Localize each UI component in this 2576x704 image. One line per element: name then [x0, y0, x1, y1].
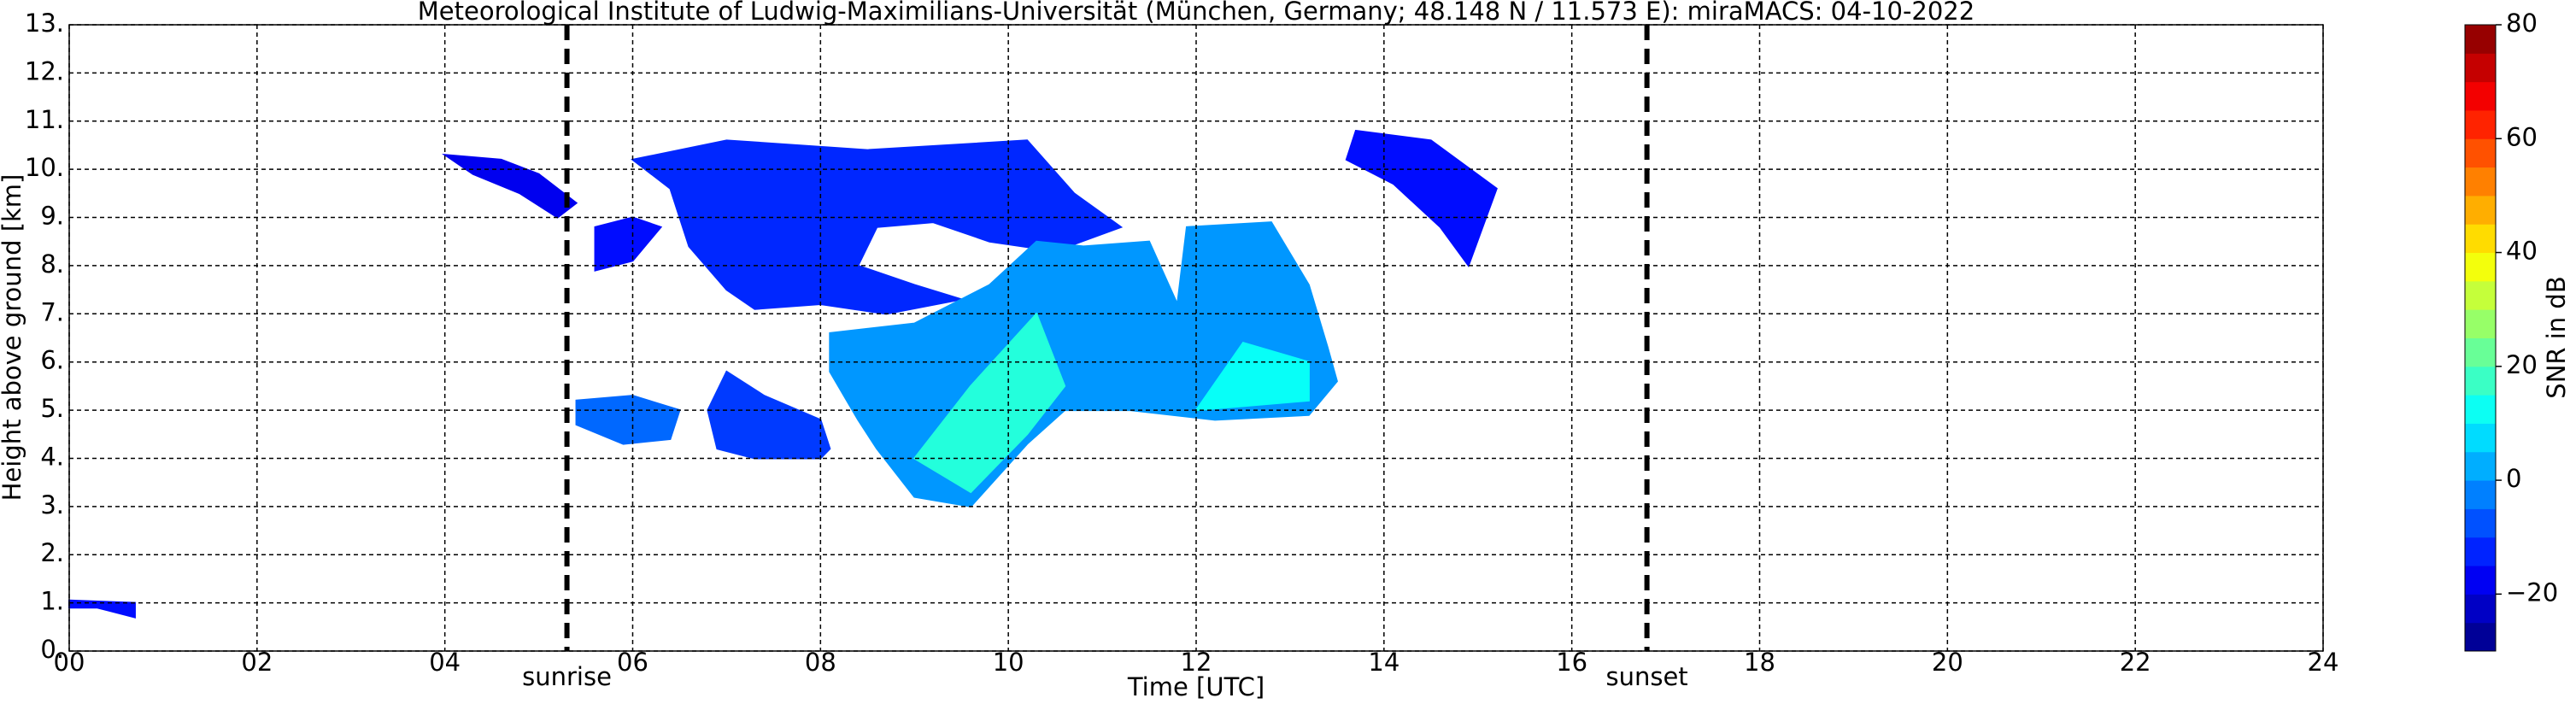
x-tick-label: 18	[1744, 648, 1775, 677]
x-tick-label: 16	[1556, 648, 1587, 677]
y-tick-label: 0.	[40, 635, 64, 664]
y-tick-label: 12.	[25, 56, 64, 85]
x-tick-label: 20	[1932, 648, 1963, 677]
x-tick-label: 22	[2120, 648, 2151, 677]
colorbar-cell	[2465, 395, 2496, 424]
y-tick-label: 4.	[40, 442, 64, 471]
colorbar-tick-label: 0	[2506, 464, 2521, 493]
colorbar-cell	[2465, 594, 2496, 624]
x-tick-label: 00	[54, 648, 85, 677]
echo-region	[707, 370, 831, 460]
x-tick-label: 10	[993, 648, 1024, 677]
echo-region	[594, 216, 663, 272]
echo-region	[912, 312, 1066, 494]
echo-region	[631, 139, 1124, 315]
colorbar-cell	[2465, 622, 2496, 652]
x-tick-label: 08	[805, 648, 836, 677]
colorbar-cell	[2465, 252, 2496, 282]
colorbar-tick-label: −20	[2506, 578, 2558, 607]
colorbar-cell	[2465, 224, 2496, 254]
y-tick-label: 3.	[40, 490, 64, 519]
colorbar-tick-label: 60	[2506, 122, 2538, 151]
x-tick-label: 24	[2308, 648, 2339, 677]
colorbar-cell	[2465, 280, 2496, 310]
colorbar-cell	[2465, 138, 2496, 168]
colorbar-cell	[2465, 81, 2496, 111]
colorbar-frame	[2464, 24, 2497, 652]
y-tick-label: 5.	[40, 394, 64, 423]
y-tick-label: 7.	[40, 297, 64, 326]
y-tick-label: 10.	[25, 153, 64, 182]
y-tick-label: 6.	[40, 346, 64, 375]
colorbar-cell	[2465, 109, 2496, 139]
colorbar-cell	[2465, 423, 2496, 453]
x-axis-label: Time [UTC]	[1127, 672, 1265, 701]
colorbar-cell	[2465, 195, 2496, 225]
colorbar-cell	[2465, 53, 2496, 83]
echo-region	[1345, 129, 1498, 268]
y-tick-label: 9.	[40, 202, 64, 231]
colorbar-cell	[2465, 508, 2496, 538]
colorbar-cell	[2465, 337, 2496, 367]
colorbar-label: SNR in dB	[2542, 276, 2571, 398]
y-tick-label: 11.	[25, 105, 64, 134]
y-tick-label: 13.	[25, 9, 64, 38]
chart-title: Meteorological Institute of Ludwig-Maxim…	[418, 0, 1975, 26]
marker-label: sunset	[1605, 662, 1687, 691]
y-tick-label: 1.	[40, 587, 64, 616]
colorbar-cell	[2465, 566, 2496, 595]
colorbar-cell	[2465, 366, 2496, 396]
colorbar-cell	[2465, 480, 2496, 509]
colorbar-cell	[2465, 451, 2496, 481]
x-tick-label: 12	[1181, 648, 1212, 677]
colorbar-cell	[2465, 309, 2496, 338]
colorbar-tick-label: 80	[2506, 9, 2538, 38]
x-tick-label: 02	[241, 648, 273, 677]
x-tick-label: 06	[617, 648, 648, 677]
colorbar-cell	[2465, 25, 2496, 54]
colorbar-cell	[2465, 537, 2496, 566]
colorbar-cell	[2465, 167, 2496, 197]
marker-label: sunrise	[522, 662, 612, 691]
colorbar-tick-label: 40	[2506, 237, 2538, 266]
y-tick-label: 2.	[40, 538, 64, 567]
y-axis-label: Height above ground [km]	[0, 174, 26, 502]
echo-region	[441, 153, 578, 219]
echo-region	[575, 395, 681, 445]
colorbar-tick-label: 20	[2506, 350, 2538, 379]
plot-frame	[68, 24, 2324, 652]
x-tick-label: 04	[429, 648, 461, 677]
y-tick-label: 8.	[40, 249, 64, 279]
x-tick-label: 14	[1368, 648, 1399, 677]
